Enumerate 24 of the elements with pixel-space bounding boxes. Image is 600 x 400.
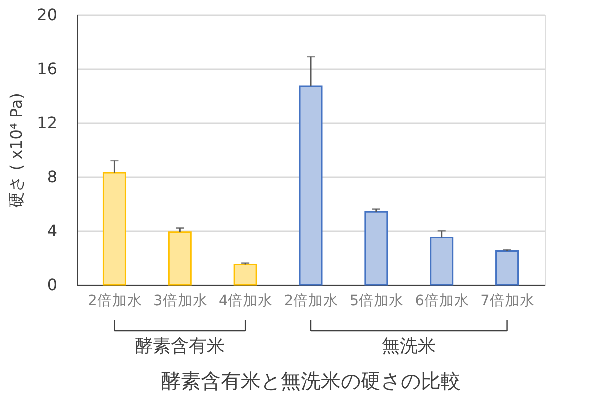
- y-axis-title: 硬さ ( x10⁴ Pa): [7, 93, 26, 208]
- bar: [430, 237, 454, 286]
- y-tick-label: 20: [37, 6, 58, 24]
- x-tick-label: 6倍加水: [415, 292, 470, 310]
- x-tick-label: 7倍加水: [480, 292, 535, 310]
- y-tick-label: 0: [47, 276, 58, 294]
- bar: [234, 264, 258, 286]
- bar: [299, 86, 323, 286]
- y-tick-label: 12: [37, 114, 58, 132]
- x-tick-label: 2倍加水: [284, 292, 339, 310]
- bar: [168, 232, 192, 286]
- y-tick-label: 4: [47, 222, 58, 240]
- x-tick-label: 4倍加水: [218, 292, 274, 310]
- text: 無洗米: [382, 336, 436, 357]
- x-tick-label: 3倍加水: [154, 292, 208, 310]
- y-tick-label: 8: [47, 168, 58, 186]
- text: 酵素含有米: [135, 336, 226, 357]
- text: 酵素含有米と無洗米の硬さの比較: [161, 369, 461, 393]
- y-tick-label: 16: [37, 60, 58, 78]
- x-tick-label: 5倍加水: [350, 292, 404, 310]
- bar: [496, 250, 520, 286]
- bar: [102, 172, 126, 286]
- x-tick-label: 2倍加水: [88, 292, 142, 310]
- bar: [364, 211, 388, 286]
